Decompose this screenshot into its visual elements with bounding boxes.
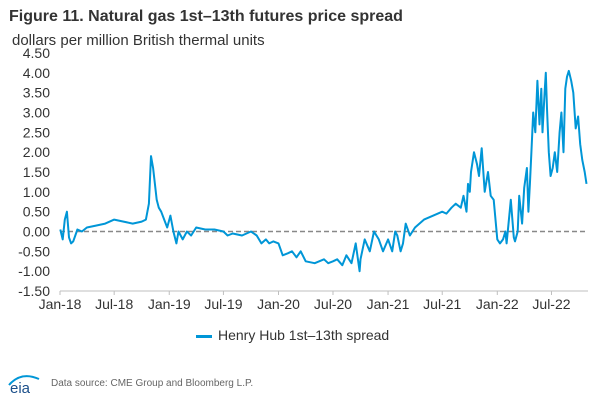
y-tick-label: -0.50 xyxy=(18,243,50,259)
x-tick-label: Jan-18 xyxy=(39,296,82,312)
x-tick-label: Jan-21 xyxy=(367,296,410,312)
y-tick-label: -1.00 xyxy=(18,263,50,279)
y-axis-units-label: dollars per million British thermal unit… xyxy=(12,32,265,49)
y-tick-label: 1.00 xyxy=(23,184,50,200)
y-tick-label: 0.50 xyxy=(23,204,50,220)
legend-label: Henry Hub 1st–13th spread xyxy=(218,327,390,343)
eia-logo: eia xyxy=(8,375,40,397)
x-tick-label: Jul-21 xyxy=(423,296,461,312)
y-tick-label: 3.00 xyxy=(23,105,50,121)
x-tick-label: Jul-22 xyxy=(532,296,570,312)
x-tick-label: Jul-18 xyxy=(95,296,133,312)
legend: Henry Hub 1st–13th spread xyxy=(196,327,389,343)
x-tick-label: Jan-22 xyxy=(476,296,519,312)
x-tick-label: Jan-19 xyxy=(148,296,191,312)
legend-swatch xyxy=(196,334,212,338)
y-tick-label: 4.50 xyxy=(23,45,50,61)
x-tick-label: Jul-20 xyxy=(314,296,352,312)
eia-logo-text: eia xyxy=(10,380,31,397)
y-tick-label: 4.00 xyxy=(23,65,50,81)
y-tick-label: -1.50 xyxy=(18,283,50,299)
x-tick-label: Jul-19 xyxy=(204,296,242,312)
series-line-henry-hub xyxy=(59,69,588,273)
y-tick-label: 2.50 xyxy=(23,124,50,140)
chart-title: Figure 11. Natural gas 1st–13th futures … xyxy=(9,8,403,25)
x-tick-label: Jan-20 xyxy=(257,296,300,312)
y-tick-label: 0.00 xyxy=(23,224,50,240)
y-tick-label: 3.50 xyxy=(23,85,50,101)
y-tick-label: 1.50 xyxy=(23,164,50,180)
y-tick-label: 2.00 xyxy=(23,144,50,160)
data-source-note: Data source: CME Group and Bloomberg L.P… xyxy=(51,378,254,389)
